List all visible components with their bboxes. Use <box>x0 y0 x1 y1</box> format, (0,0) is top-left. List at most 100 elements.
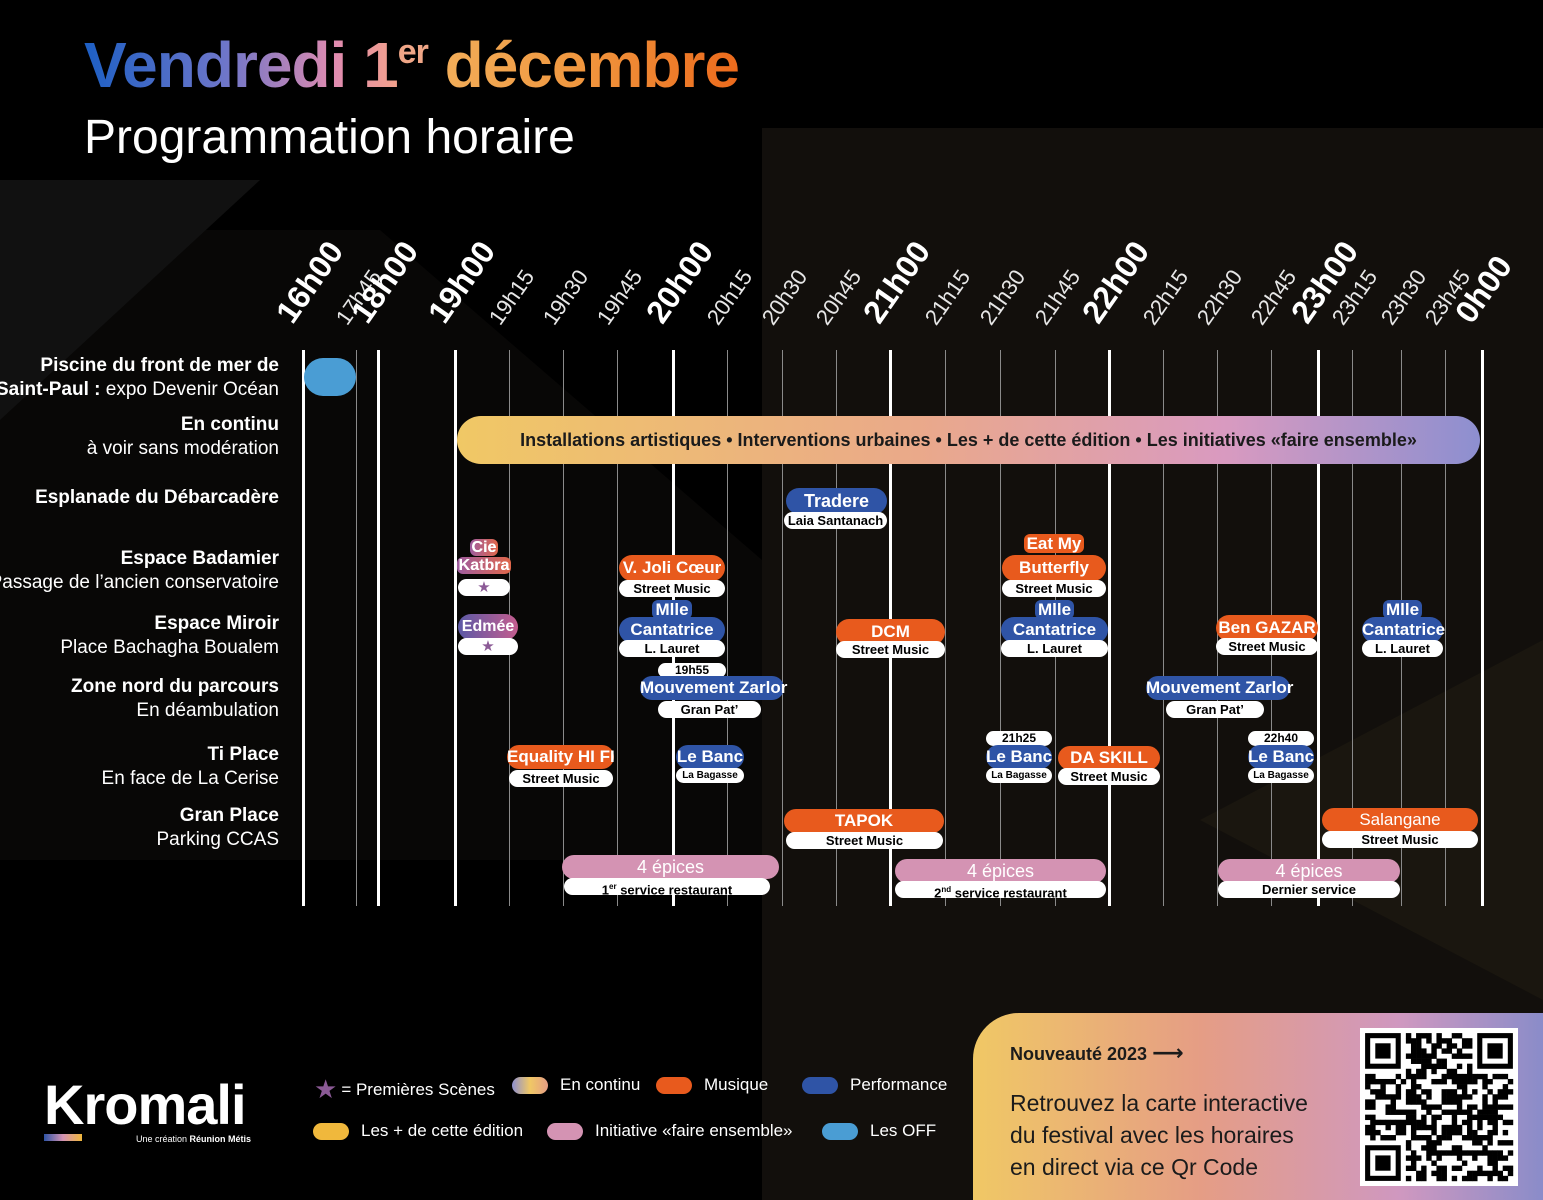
event-ben-gazar[interactable]: Ben GAZAR <box>1216 615 1318 641</box>
event-eat-my-butterfly-line2[interactable]: Butterfly <box>1002 555 1106 581</box>
event-4-epices-3-sub: Dernier service <box>1218 881 1400 898</box>
event-le-banc-2[interactable]: Le Banc <box>986 745 1052 769</box>
gridline-21h15 <box>945 350 946 906</box>
event-piscine-off[interactable] <box>304 358 356 396</box>
event-joli-coeur[interactable]: V. Joli Cœur <box>619 555 725 581</box>
row-label-en-continu: En continu à voir sans modération <box>86 414 279 459</box>
event-le-banc-1-sub: La Bagasse <box>676 768 744 783</box>
gridline-19h30 <box>563 350 564 906</box>
swatch-les-plus <box>313 1122 349 1140</box>
event-mlle-cantatrice-2-line1[interactable]: Mlle <box>1001 600 1108 620</box>
event-le-banc-2-time: 21h25 <box>986 731 1052 746</box>
event-4-epices-2[interactable]: 4 épices <box>895 859 1106 883</box>
card-text: Retrouvez la carte interactive du festiva… <box>1010 1090 1308 1180</box>
row-label-zone-nord: Zone nord du parcours En déambulation <box>71 676 279 721</box>
gridline-0h00 <box>1481 350 1484 906</box>
row-label-piscine: Piscine du front de mer de Saint-Paul : e… <box>0 355 279 400</box>
row-label-gran-place: Gran Place Parking CCAS <box>156 805 280 850</box>
event-le-banc-3[interactable]: Le Banc <box>1248 745 1314 769</box>
event-mlle-cantatrice-1-line1[interactable]: Mlle <box>619 600 725 620</box>
event-ben-gazar-sub: Street Music <box>1216 638 1318 655</box>
event-mlle-cantatrice-1-sub: L. Lauret <box>619 640 725 657</box>
event-mouvement-zarlor-1[interactable]: Mouvement Zarlor <box>640 676 787 700</box>
swatch-en-continu <box>512 1076 548 1094</box>
event-equality-sub: Street Music <box>509 770 613 787</box>
event-mouvement-zarlor-2[interactable]: Mouvement Zarlor <box>1146 676 1293 700</box>
event-tapok[interactable]: TAPOK <box>784 809 944 833</box>
event-equality-hifi[interactable]: Equality HI FI <box>507 745 615 769</box>
brand-logo: Kromali <box>44 1073 246 1136</box>
swatch-musique <box>656 1076 692 1094</box>
event-salangane[interactable]: Salangane <box>1322 808 1478 832</box>
star-icon: ★ <box>314 1074 338 1104</box>
legend-performance: Performance <box>802 1075 947 1095</box>
page-title: Vendredi 1er décembre <box>84 29 740 101</box>
event-da-skill[interactable]: DA SKILL <box>1058 746 1160 770</box>
event-joli-coeur-sub: Street Music <box>619 580 725 597</box>
event-eat-my-butterfly-sub: Street Music <box>1002 580 1106 597</box>
legend-premieres-scenes: ★ = Premières Scènes <box>314 1074 495 1104</box>
arrow-right-icon: ⟶ <box>1152 1040 1184 1065</box>
event-4-epices-1-sub: 1er service restaurant <box>564 878 770 897</box>
gridline-23h00 <box>1317 350 1320 906</box>
row-label-esplanade: Esplanade du Débarcadère <box>35 487 279 508</box>
event-le-banc-3-time: 22h40 <box>1248 731 1314 746</box>
event-tradere-company: Laia Santanach <box>784 512 887 529</box>
legend-musique: Musique <box>656 1075 768 1095</box>
gridline-19h00 <box>454 350 457 906</box>
event-mlle-cantatrice-1[interactable]: Cantatrice <box>619 617 725 643</box>
legend-les-plus: Les + de cette édition <box>313 1121 523 1141</box>
gridline-20h15 <box>727 350 728 906</box>
legend-en-continu: En continu <box>512 1075 640 1095</box>
event-tapok-sub: Street Music <box>786 832 943 849</box>
page-subtitle: Programmation horaire <box>84 111 575 164</box>
event-dcm[interactable]: DCM <box>836 619 945 645</box>
brand-color-bar <box>44 1134 82 1141</box>
swatch-faire-ensemble <box>547 1122 583 1140</box>
gridline-22h00 <box>1108 350 1111 906</box>
event-mlle-cantatrice-3-line1[interactable]: Mlle <box>1362 600 1443 620</box>
qr-code-pattern <box>1365 1033 1514 1182</box>
row-label-miroir: Espace Miroir Place Bachagha Boualem <box>60 613 279 658</box>
event-dcm-sub: Street Music <box>836 641 945 658</box>
event-cie-katbra-star: ★ <box>458 579 510 596</box>
event-4-epices-3[interactable]: 4 épices <box>1218 859 1400 883</box>
card-heading: Nouveauté 2023 ⟶ <box>1010 1040 1184 1065</box>
brand-tagline: Une création Réunion Métis <box>136 1134 252 1144</box>
event-4-epices-2-sub: 2nd service restaurant <box>895 881 1106 900</box>
swatch-performance <box>802 1076 838 1094</box>
gridline-16h00 <box>302 350 305 906</box>
gridline-23h45 <box>1445 350 1446 906</box>
row-label-badamier: Espace Badamier Passage de l’ancien conse… <box>0 548 279 593</box>
event-mlle-cantatrice-3[interactable]: Cantatrice <box>1362 617 1445 643</box>
continu-banner[interactable]: Installations artistiques • Intervention… <box>457 416 1480 464</box>
legend-faire-ensemble: Initiative «faire ensemble» <box>547 1121 793 1141</box>
gridline-22h15 <box>1163 350 1164 906</box>
event-mlle-cantatrice-3-sub: L. Lauret <box>1362 640 1443 657</box>
gridline-17h45 <box>356 350 357 906</box>
event-eat-my-butterfly[interactable]: Eat My <box>1002 534 1106 554</box>
row-label-ti-place: Ti Place En face de La Cerise <box>101 744 279 789</box>
event-mlle-cantatrice-2[interactable]: Cantatrice <box>1001 617 1108 643</box>
gridline-18h00 <box>377 350 380 906</box>
gridline-20h30 <box>782 350 783 906</box>
event-zarlor-1-sub: Gran Pat’ <box>658 701 761 718</box>
star-icon: ★ <box>477 579 491 596</box>
event-4-epices-1[interactable]: 4 épices <box>562 855 779 879</box>
event-edmee[interactable]: Edmée <box>458 614 518 640</box>
event-mlle-cantatrice-2-sub: L. Lauret <box>1001 640 1108 657</box>
star-icon: ★ <box>481 638 495 655</box>
event-le-banc-2-sub: La Bagasse <box>986 768 1052 783</box>
event-le-banc-3-sub: La Bagasse <box>1248 768 1314 783</box>
event-le-banc-1[interactable]: Le Banc <box>676 745 744 769</box>
event-tradere[interactable]: Tradere <box>786 488 887 514</box>
event-salangane-sub: Street Music <box>1322 831 1478 848</box>
event-zarlor-1-time: 19h55 <box>658 663 726 678</box>
qr-code[interactable] <box>1360 1028 1518 1186</box>
event-da-skill-sub: Street Music <box>1058 768 1160 785</box>
event-zarlor-2-sub: Gran Pat’ <box>1166 701 1264 718</box>
event-cie-katbra[interactable]: Cie Katbra <box>456 539 512 574</box>
legend-les-off: Les OFF <box>822 1121 936 1141</box>
gridline-23h15 <box>1352 350 1353 906</box>
